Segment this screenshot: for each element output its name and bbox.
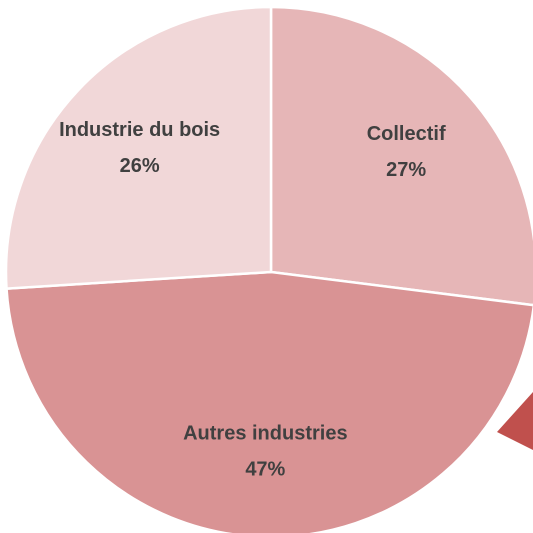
labels: Collectif 27% Autres industries 47% Industri… bbox=[59, 119, 446, 480]
pie-slice bbox=[269, 5, 533, 307]
arrow-decoration bbox=[497, 392, 533, 450]
slice-value-label: 26% bbox=[120, 155, 160, 177]
slice-label: Industrie du bois bbox=[59, 119, 220, 141]
pie bbox=[4, 5, 533, 533]
slice-label: Autres industries bbox=[183, 422, 347, 444]
pie-slice bbox=[5, 270, 533, 533]
slice-label: Collectif bbox=[367, 123, 446, 145]
pie-slice bbox=[4, 5, 273, 290]
slice-value-label: 47% bbox=[245, 458, 285, 480]
slice-value-label: 27% bbox=[386, 159, 426, 181]
